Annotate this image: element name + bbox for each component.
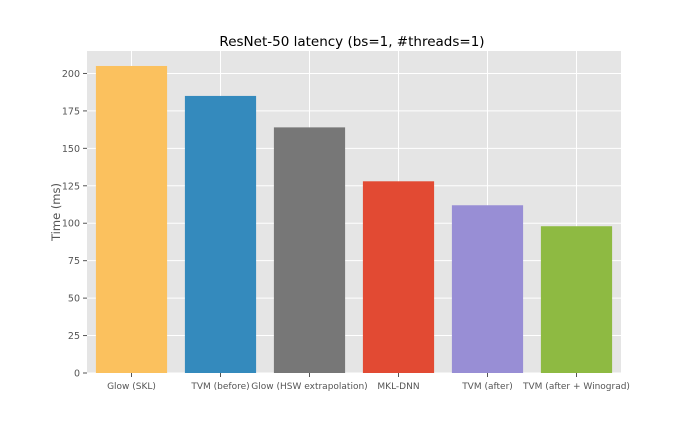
y-tick-label: 25 (68, 331, 80, 342)
y-tick-label: 200 (62, 69, 80, 80)
y-tick-label: 75 (68, 256, 80, 267)
y-tick-label: 100 (62, 219, 80, 230)
x-tick-label: TVM (before) (190, 382, 249, 392)
bar (451, 205, 524, 373)
x-tick-label: TVM (after) (461, 382, 513, 392)
bar (273, 127, 346, 373)
bar (362, 181, 435, 373)
y-tick-label: 125 (62, 181, 80, 192)
y-axis-ticks: 0 25 50 75 100 125 150 175 200 (62, 69, 87, 380)
plot-area (87, 51, 621, 373)
x-tick-label: Glow (SKL) (107, 382, 156, 392)
chart-title: ResNet-50 latency (bs=1, #threads=1) (219, 34, 484, 50)
y-tick-label: 150 (62, 144, 80, 155)
bars (95, 65, 613, 373)
y-tick-label: 175 (62, 106, 80, 117)
bar (95, 65, 168, 373)
y-tick-label: 50 (68, 294, 80, 305)
x-tick-label: MKL-DNN (377, 382, 419, 392)
x-tick-label: TVM (after + Winograd) (522, 382, 630, 392)
bar (184, 95, 257, 373)
bar (540, 226, 613, 373)
y-axis-label: Time (ms) (49, 183, 63, 242)
x-tick-label: Glow (HSW extrapolation) (251, 382, 367, 392)
y-tick-label: 0 (74, 369, 80, 380)
x-axis-ticks: Glow (SKL) TVM (before) Glow (HSW extrapol… (107, 373, 630, 392)
